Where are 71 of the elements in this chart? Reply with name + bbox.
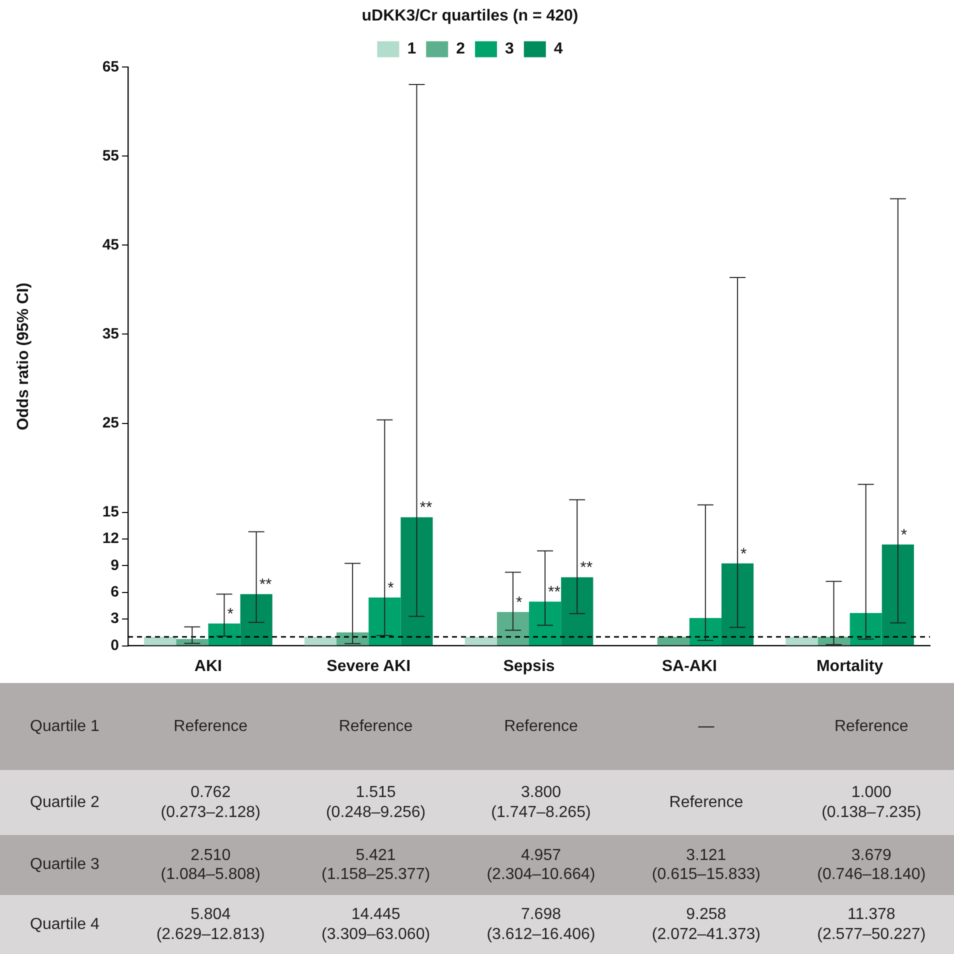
text: Reference	[128, 683, 294, 770]
legend-label: 4	[554, 40, 563, 58]
text: Quartile 2	[0, 770, 128, 835]
y-tick-label: 45	[102, 236, 119, 254]
x-tick-label: Severe AKI	[326, 658, 411, 675]
bar	[304, 636, 337, 646]
y-tick-label: 55	[102, 147, 119, 164]
text: Quartile 4	[0, 895, 128, 954]
bar	[208, 623, 240, 646]
text: 4.957 (2.304–10.664)	[458, 835, 624, 895]
y-tick-label: 35	[102, 325, 119, 342]
text: 2.510 (1.084–5.808)	[128, 835, 294, 895]
text: 11.378 (2.577–50.227)	[788, 895, 954, 954]
x-tick-label: Sepsis	[503, 658, 555, 675]
data-label: **	[580, 560, 593, 577]
legend-label: 2	[456, 40, 466, 58]
data-label: *	[900, 526, 908, 544]
text: Reference	[624, 770, 789, 835]
x-tick-label: SA-AKI	[662, 658, 717, 675]
bar	[850, 613, 882, 646]
bar	[240, 594, 272, 646]
data-label: *	[516, 594, 522, 612]
text: Quartile 1	[0, 683, 128, 770]
bar	[496, 612, 529, 646]
text: Reference	[293, 683, 458, 770]
y-tick-label: 65	[102, 58, 119, 76]
y-tick-label: 3	[110, 610, 119, 628]
legend-label: 1	[407, 40, 416, 58]
text: 5.421 (1.158–25.377)	[293, 835, 458, 895]
text: —	[624, 683, 789, 770]
text: 7.698 (3.612–16.406)	[458, 895, 624, 954]
bar	[882, 544, 914, 646]
bar	[786, 636, 818, 646]
x-tick-label: Mortality	[816, 658, 884, 675]
text: 5.804 (2.629–12.813)	[128, 895, 294, 954]
bar	[561, 577, 594, 646]
y-axis-title: Odds ratio (95% CI)	[15, 282, 32, 430]
text: 0.762 (0.273–2.128)	[128, 770, 294, 835]
data-label: **	[259, 576, 272, 594]
text: 9.258 (2.072–41.373)	[624, 895, 789, 954]
bar	[657, 636, 690, 646]
y-tick-label: 25	[102, 414, 119, 432]
data-label: *	[388, 580, 394, 597]
legend-label: 3	[505, 40, 514, 58]
bar	[721, 563, 754, 646]
y-tick-label: 0	[110, 636, 119, 654]
bar	[368, 598, 401, 646]
bar	[400, 517, 433, 646]
legend-title: uDKK3/Cr quartiles (n = 420)	[362, 7, 578, 24]
text: 3.121 (0.615–15.833)	[624, 835, 789, 895]
data-label: *	[740, 546, 747, 563]
text: 1.000 (0.138–7.235)	[788, 770, 954, 835]
y-tick-label: 9	[110, 556, 119, 574]
bar	[144, 636, 176, 646]
data-label: **	[548, 584, 560, 602]
x-tick-label: AKI	[194, 658, 222, 675]
bar	[529, 602, 562, 646]
bar	[176, 639, 208, 646]
text: Quartile 3	[0, 835, 128, 895]
data-label: **	[420, 500, 432, 517]
text: 3.800 (1.747–8.265)	[458, 770, 624, 835]
text: Reference	[788, 683, 954, 770]
data-label: *	[227, 606, 234, 623]
y-tick-label: 15	[102, 503, 119, 520]
y-tick-label: 6	[110, 584, 119, 601]
text: 3.679 (0.746–18.140)	[788, 835, 954, 895]
bar	[464, 636, 497, 646]
y-tick-label: 12	[102, 530, 119, 548]
text: 1.515 (0.248–9.256)	[293, 770, 458, 835]
text: 14.445 (3.309–63.060)	[293, 895, 458, 954]
text: Reference	[458, 683, 624, 770]
